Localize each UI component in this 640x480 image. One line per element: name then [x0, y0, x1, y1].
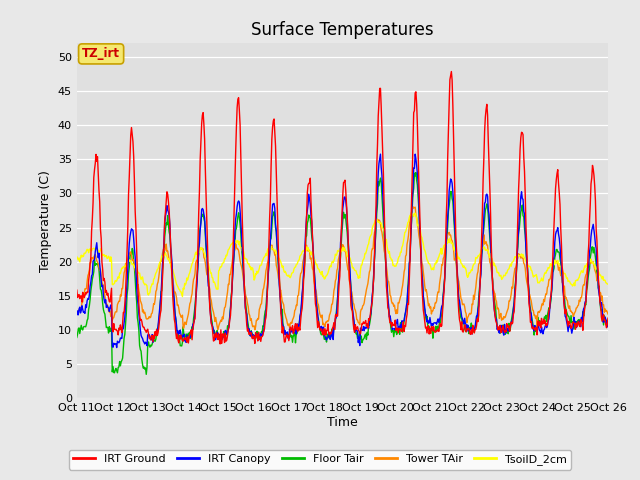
- Legend: IRT Ground, IRT Canopy, Floor Tair, Tower TAir, TsoilD_2cm: IRT Ground, IRT Canopy, Floor Tair, Towe…: [68, 450, 572, 469]
- Title: Surface Temperatures: Surface Temperatures: [251, 21, 434, 39]
- Text: TZ_irt: TZ_irt: [82, 48, 120, 60]
- Y-axis label: Temperature (C): Temperature (C): [39, 170, 52, 272]
- X-axis label: Time: Time: [327, 416, 358, 429]
